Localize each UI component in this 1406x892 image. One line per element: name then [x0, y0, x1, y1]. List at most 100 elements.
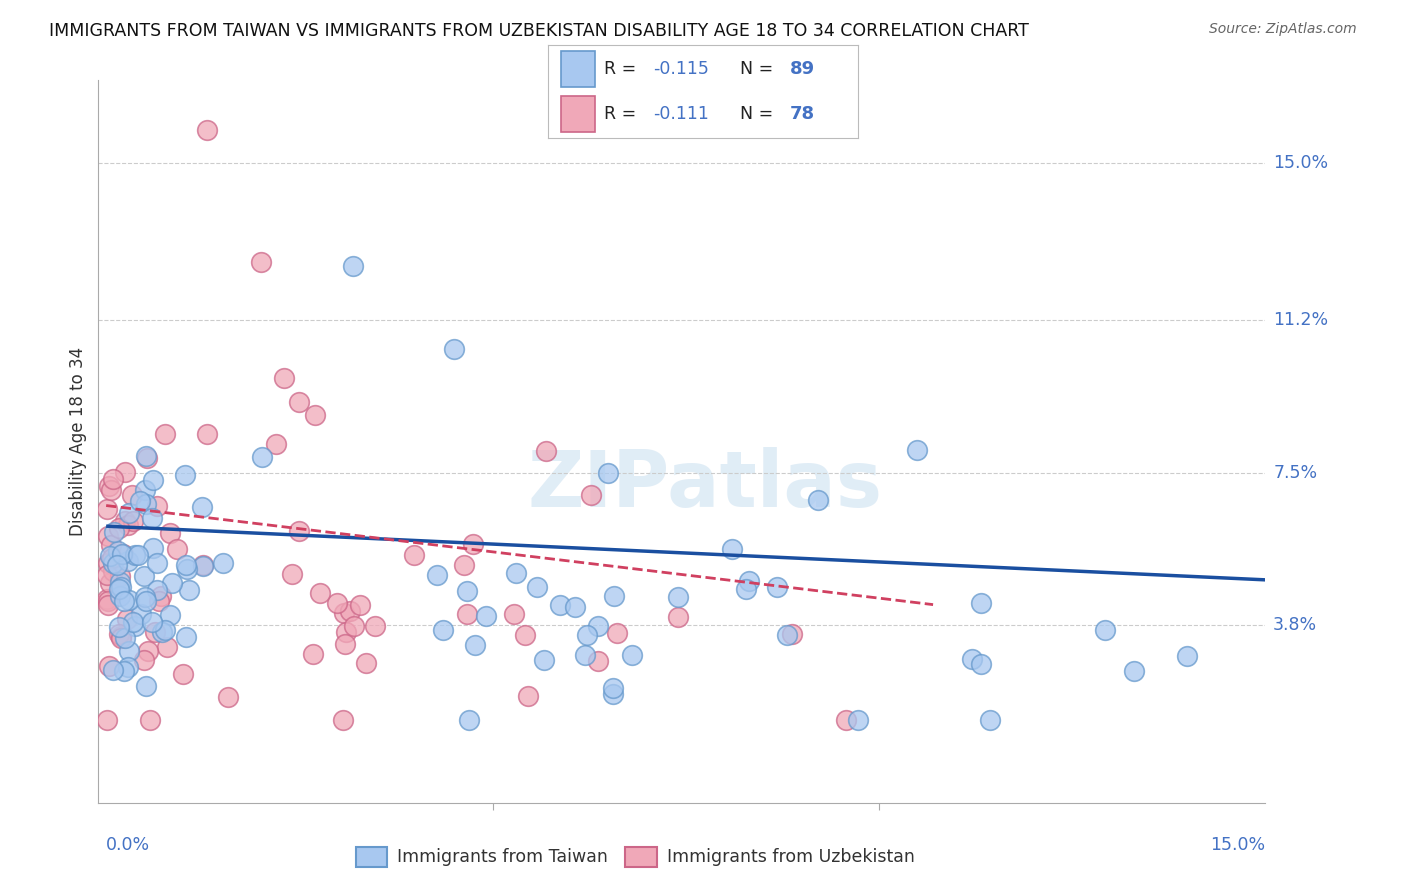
Point [281, 566, 304, 581]
Point [101, 472, 124, 486]
Point [156, 640, 179, 654]
Point [96, 591, 118, 606]
Point [343, 619, 366, 633]
Point [101, 556, 124, 570]
Point [172, 666, 194, 681]
Point [606, 626, 628, 640]
Point [195, 427, 218, 442]
Point [122, 615, 145, 629]
Point [115, 611, 138, 625]
Point [325, 596, 347, 610]
Point [138, 713, 160, 727]
Point [1123, 665, 1146, 679]
Point [332, 713, 354, 727]
Text: 11.2%: 11.2% [1272, 310, 1329, 329]
Point [107, 544, 129, 558]
Point [339, 604, 361, 618]
Point [96, 567, 118, 582]
Point [443, 342, 465, 356]
Point [174, 630, 197, 644]
Text: 7.5%: 7.5% [1272, 464, 1317, 482]
Point [97, 594, 120, 608]
Text: Source: ZipAtlas.com: Source: ZipAtlas.com [1209, 22, 1357, 37]
Point [174, 467, 197, 482]
Point [364, 619, 387, 633]
Text: R =: R = [605, 105, 637, 123]
Text: -0.115: -0.115 [654, 60, 710, 78]
Text: R =: R = [605, 60, 637, 78]
Point [333, 637, 356, 651]
Point [969, 657, 991, 671]
Point [118, 593, 141, 607]
Point [505, 566, 527, 581]
Point [404, 549, 426, 563]
Point [136, 644, 159, 658]
Point [101, 564, 124, 578]
Point [146, 582, 169, 597]
Point [456, 607, 478, 622]
Point [603, 589, 626, 603]
Point [174, 558, 197, 572]
Point [453, 558, 475, 572]
Text: IMMIGRANTS FROM TAIWAN VS IMMIGRANTS FROM UZBEKISTAN DISABILITY AGE 18 TO 34 COR: IMMIGRANTS FROM TAIWAN VS IMMIGRANTS FRO… [49, 22, 1029, 40]
Point [128, 494, 150, 508]
Point [96, 713, 118, 727]
Point [166, 541, 188, 556]
Point [159, 607, 181, 622]
Point [135, 497, 157, 511]
Bar [561, 51, 595, 87]
Point [349, 598, 371, 612]
Point [905, 443, 928, 458]
Point [513, 628, 536, 642]
Point [108, 569, 131, 583]
Legend: Immigrants from Taiwan, Immigrants from Uzbekistan: Immigrants from Taiwan, Immigrants from … [349, 839, 922, 873]
Text: ZIPatlas: ZIPatlas [527, 447, 883, 523]
Point [177, 583, 200, 598]
Text: 89: 89 [790, 60, 814, 78]
Point [735, 582, 758, 597]
Point [970, 596, 993, 610]
Point [134, 483, 156, 497]
Point [835, 713, 858, 727]
Point [127, 548, 149, 562]
Point [150, 625, 173, 640]
Point [461, 536, 484, 550]
Point [191, 500, 214, 514]
Point [249, 255, 271, 269]
Point [107, 620, 129, 634]
Point [766, 580, 789, 594]
Point [1175, 649, 1198, 664]
Point [114, 631, 136, 645]
Point [97, 557, 120, 571]
Point [574, 648, 596, 662]
Y-axis label: Disability Age 18 to 34: Disability Age 18 to 34 [69, 347, 87, 536]
Text: 15.0%: 15.0% [1272, 153, 1329, 172]
Point [457, 713, 479, 727]
Point [101, 551, 124, 566]
Point [111, 547, 134, 561]
Point [217, 690, 239, 704]
Point [135, 449, 157, 463]
Point [114, 514, 136, 528]
Point [1094, 623, 1116, 637]
Point [302, 647, 325, 661]
Point [149, 589, 172, 603]
Text: 78: 78 [790, 105, 814, 123]
Point [602, 687, 624, 701]
Point [108, 574, 131, 589]
Text: N =: N = [740, 60, 773, 78]
Point [195, 123, 218, 137]
Point [141, 615, 163, 629]
Point [564, 600, 586, 615]
Point [426, 568, 449, 582]
Text: 15.0%: 15.0% [1211, 836, 1265, 854]
Point [534, 443, 557, 458]
Point [135, 594, 157, 608]
Point [124, 618, 146, 632]
Point [264, 436, 287, 450]
Point [602, 681, 624, 695]
Text: 0.0%: 0.0% [105, 836, 150, 854]
Point [193, 559, 215, 574]
Point [108, 627, 131, 641]
Point [776, 628, 799, 642]
